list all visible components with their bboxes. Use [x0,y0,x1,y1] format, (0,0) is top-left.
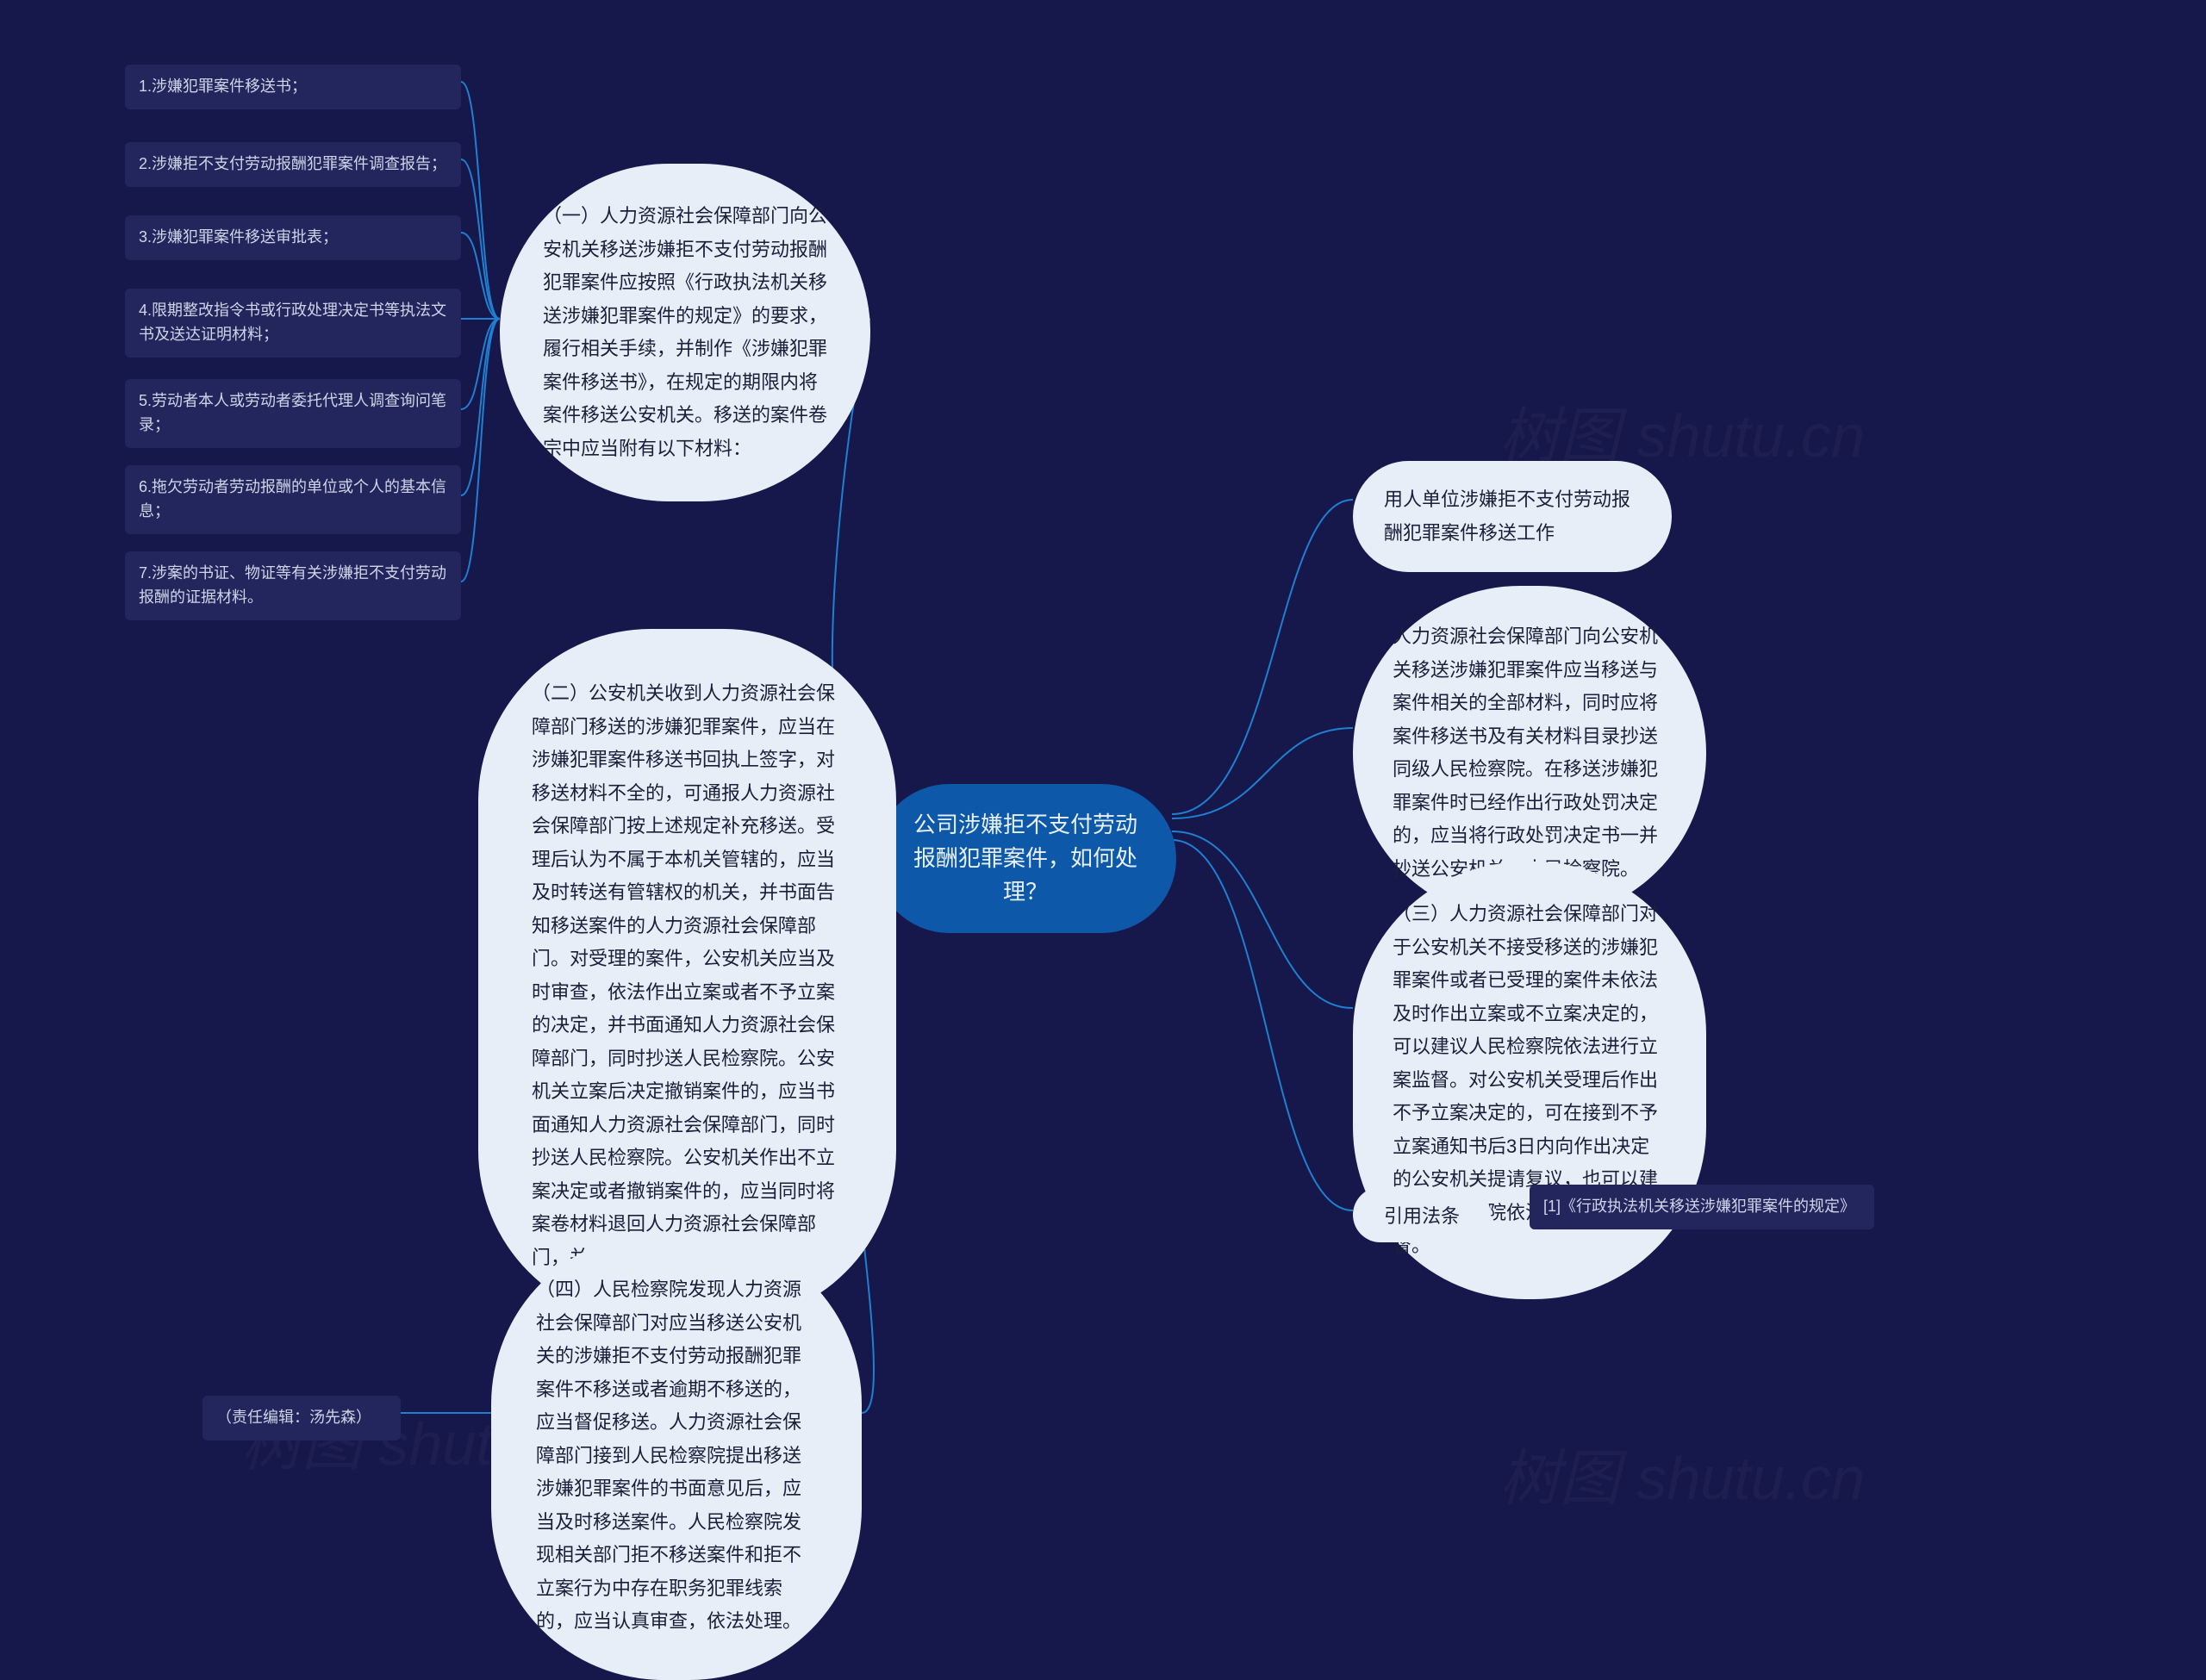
leaf-b4-1[interactable]: （责任编辑：汤先森） [203,1396,401,1440]
leaf-r4-1[interactable]: [1]《行政执法机关移送涉嫌犯罪案件的规定》 [1530,1185,1874,1229]
center-topic[interactable]: 公司涉嫌拒不支付劳动报酬犯罪案件，如何处理？ [875,784,1176,933]
watermark: 树图 shutu.cn [1499,1430,1865,1517]
branch-right-1[interactable]: 用人单位涉嫌拒不支付劳动报酬犯罪案件移送工作 [1353,461,1672,572]
leaf-b1-4[interactable]: 4.限期整改指令书或行政处理决定书等执法文书及送达证明材料； [125,289,461,358]
branch-left-2[interactable]: （二）公安机关收到人力资源社会保障部门移送的涉嫌犯罪案件，应当在涉嫌犯罪案件移送… [478,629,896,1322]
leaf-b1-3[interactable]: 3.涉嫌犯罪案件移送审批表； [125,215,461,260]
leaf-b1-6[interactable]: 6.拖欠劳动者劳动报酬的单位或个人的基本信息； [125,465,461,534]
leaf-b1-5[interactable]: 5.劳动者本人或劳动者委托代理人调查询问笔录； [125,379,461,448]
branch-right-4[interactable]: 引用法条 [1353,1187,1491,1242]
branch-left-4[interactable]: （四）人民检察院发现人力资源社会保障部门对应当移送公安机关的涉嫌拒不支付劳动报酬… [491,1232,862,1680]
leaf-b1-1[interactable]: 1.涉嫌犯罪案件移送书； [125,65,461,109]
leaf-b1-7[interactable]: 7.涉案的书证、物证等有关涉嫌拒不支付劳动报酬的证据材料。 [125,551,461,620]
branch-left-1[interactable]: （一）人力资源社会保障部门向公安机关移送涉嫌拒不支付劳动报酬犯罪案件应按照《行政… [500,164,870,501]
leaf-b1-2[interactable]: 2.涉嫌拒不支付劳动报酬犯罪案件调查报告； [125,142,461,187]
